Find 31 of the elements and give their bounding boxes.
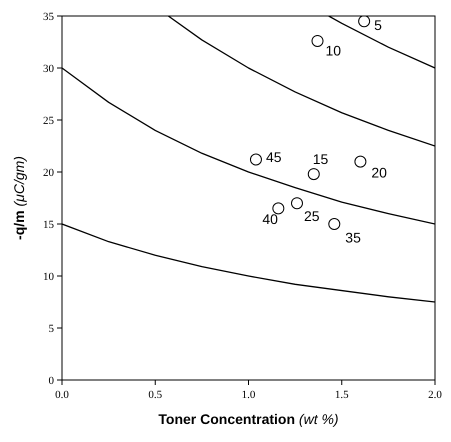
y-tick-label: 30: [43, 63, 54, 75]
annotation: 45: [266, 149, 282, 166]
annotation: 25: [304, 208, 320, 224]
y-tick-label: 20: [43, 167, 54, 179]
annotation: 15: [312, 150, 329, 167]
x-tick-label: 1.0: [242, 389, 256, 401]
x-axis-title: Toner Concentration (wt %): [158, 411, 339, 427]
x-tick-label: 0.0: [55, 389, 70, 401]
point: [312, 34, 324, 47]
x-tick-label: 0.5: [148, 389, 163, 401]
x-tick-label: 2.0: [428, 389, 442, 401]
y-tick-label: 0: [48, 375, 54, 387]
point: [250, 154, 262, 166]
x-tick-label: 1.5: [334, 389, 350, 401]
y-tick-label: 35: [43, 11, 54, 23]
y-tick-label: 15: [43, 219, 54, 231]
annotation: 5: [374, 16, 382, 33]
y-tick-label: 5: [48, 323, 54, 335]
point: [308, 168, 320, 180]
point: [328, 218, 340, 230]
annotation: 35: [345, 230, 362, 246]
point: [358, 16, 370, 28]
point: [290, 197, 303, 210]
point: [354, 156, 366, 168]
y-axis-title: -q/m (μC/gm): [11, 156, 27, 240]
annotation: 40: [262, 211, 278, 228]
annotation: 10: [326, 42, 342, 59]
y-tick-label: 25: [43, 115, 54, 127]
y-tick-label: 10: [43, 271, 54, 283]
point: [272, 202, 284, 214]
annotation: 20: [371, 164, 388, 180]
